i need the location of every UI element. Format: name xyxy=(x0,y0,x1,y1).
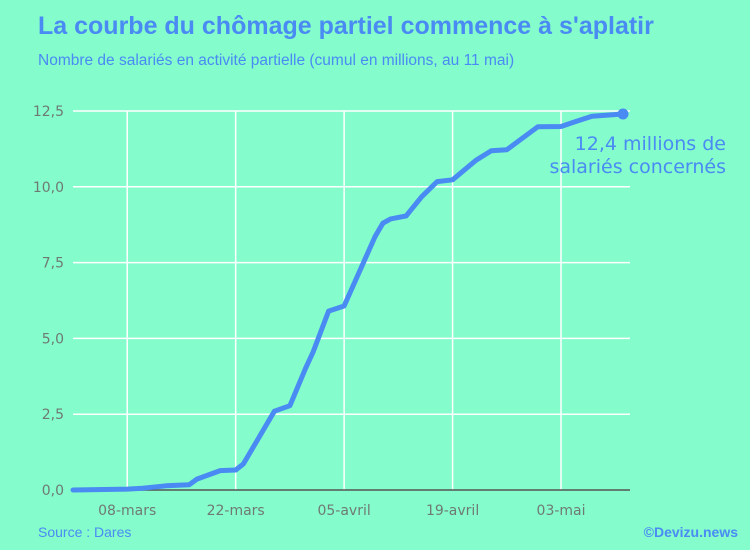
credit: ©Devizu.news xyxy=(643,524,738,540)
y-tick-label: 5,0 xyxy=(42,331,64,347)
x-tick-label: 22-mars xyxy=(207,503,265,519)
x-tick-label: 08-mars xyxy=(98,503,156,519)
y-tick-label: 0,0 xyxy=(42,483,64,499)
y-axis: 0,0 2,5 5,0 7,5 10,0 12,5 xyxy=(33,104,64,499)
annotation-line-1: 12,4 millions de xyxy=(574,133,726,155)
chart-title: La courbe du chômage partiel commence à … xyxy=(38,12,654,40)
chart-subtitle: Nombre de salariés en activité partielle… xyxy=(38,52,515,69)
series-line xyxy=(70,111,626,493)
y-tick-label: 12,5 xyxy=(33,104,64,120)
end-annotation: 12,4 millions de salariés concernés xyxy=(549,133,726,179)
series xyxy=(70,108,629,493)
annotation-line-2: salariés concernés xyxy=(549,156,726,178)
y-tick-label: 7,5 xyxy=(42,256,64,272)
y-tick-label: 10,0 xyxy=(33,180,64,196)
x-axis: 08-mars 22-mars 05-avril 19-avril 03-mai xyxy=(73,489,630,519)
source-note: Source : Dares xyxy=(38,524,132,540)
grid xyxy=(73,110,630,490)
x-tick-label: 05-avril xyxy=(317,503,370,519)
y-tick-label: 2,5 xyxy=(42,407,64,423)
x-tick-label: 19-avril xyxy=(426,503,479,519)
x-tick-label: 03-mai xyxy=(537,503,586,519)
end-point-marker xyxy=(617,108,629,120)
